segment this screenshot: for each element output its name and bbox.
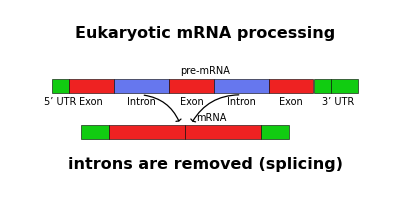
- Bar: [268, 79, 314, 93]
- Bar: [69, 79, 114, 93]
- Text: pre-mRNA: pre-mRNA: [180, 66, 230, 76]
- Text: Exon: Exon: [79, 97, 103, 107]
- Bar: [169, 79, 214, 93]
- Bar: [214, 79, 268, 93]
- Bar: [314, 79, 330, 93]
- Text: mRNA: mRNA: [196, 113, 226, 123]
- Text: 3’ UTR: 3’ UTR: [322, 97, 354, 107]
- Bar: [330, 79, 358, 93]
- Bar: [52, 79, 69, 93]
- Bar: [185, 125, 261, 139]
- Text: Exon: Exon: [279, 97, 303, 107]
- Text: introns are removed (splicing): introns are removed (splicing): [68, 157, 342, 172]
- Text: Eukaryotic mRNA processing: Eukaryotic mRNA processing: [75, 26, 335, 41]
- Bar: [114, 79, 169, 93]
- Text: Intron: Intron: [227, 97, 256, 107]
- Bar: [109, 125, 185, 139]
- Text: 5’ UTR: 5’ UTR: [44, 97, 76, 107]
- Bar: [261, 125, 289, 139]
- Bar: [81, 125, 109, 139]
- Text: Intron: Intron: [127, 97, 156, 107]
- Text: Exon: Exon: [180, 97, 204, 107]
